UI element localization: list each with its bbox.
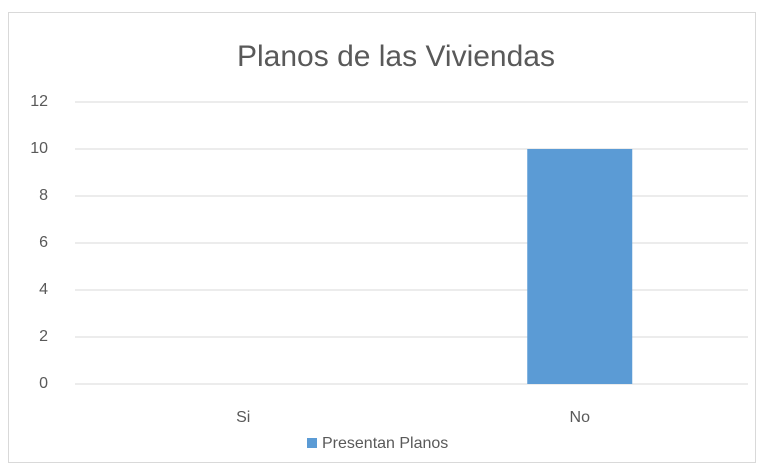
y-tick-label: 12 (30, 93, 48, 110)
legend-swatch (307, 438, 317, 448)
y-tick-label: 0 (39, 375, 48, 392)
x-tick-label: No (570, 409, 591, 426)
y-tick-label: 6 (39, 234, 48, 251)
y-tick-label: 2 (39, 328, 48, 345)
bar (527, 149, 633, 384)
y-tick-label: 10 (30, 140, 48, 157)
y-tick-label: 8 (39, 187, 48, 204)
y-tick-label: 4 (39, 281, 48, 298)
chart-border (8, 12, 756, 463)
x-tick-label: Si (236, 409, 250, 426)
legend-label: Presentan Planos (322, 435, 448, 452)
chart-title: Planos de las Viviendas (237, 40, 555, 73)
